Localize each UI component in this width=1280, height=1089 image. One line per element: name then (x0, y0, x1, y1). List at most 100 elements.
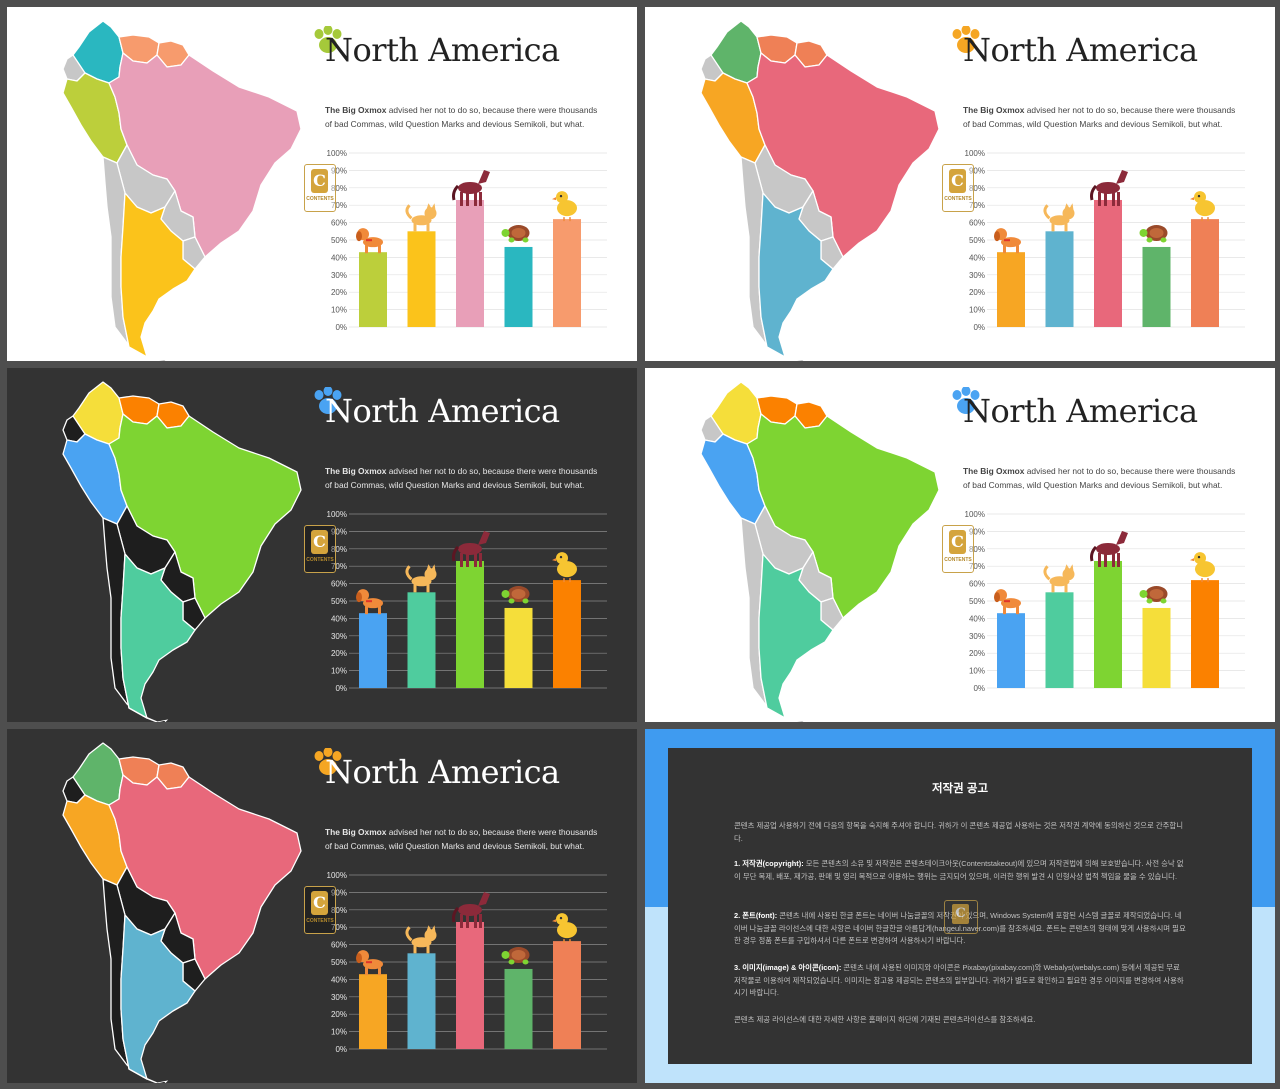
y-tick-label: 60% (331, 941, 347, 950)
cat-icon-part (1064, 564, 1070, 571)
paw-toe (961, 26, 971, 35)
dog-icon-part (1016, 606, 1019, 615)
y-tick-label: 70% (969, 562, 985, 571)
south-america-map (62, 20, 302, 361)
horse-icon-part (474, 552, 477, 567)
bar-horse (456, 199, 484, 327)
dog-icon-part (994, 231, 1000, 242)
turtle-icon-part (508, 959, 515, 965)
y-tick-label: 100% (965, 149, 985, 158)
map-region-argentina (120, 192, 196, 358)
description-text: advised her not to do so, because there … (325, 827, 598, 851)
y-tick-label: 40% (331, 253, 347, 262)
horse-icon-part (466, 191, 469, 206)
horse-icon-part (479, 191, 482, 206)
horse-icon-part (458, 181, 482, 194)
chick-icon-part (559, 555, 563, 559)
chick-icon-part (552, 919, 556, 923)
horse-icon-part (479, 913, 482, 928)
turtle-icon (1139, 585, 1168, 604)
turtle-icon (501, 946, 530, 965)
description-text: advised her not to do so, because there … (325, 105, 598, 129)
map-region-tierra-del-fuego (155, 358, 169, 361)
cat-icon-part (1051, 584, 1055, 593)
bar-horse (456, 560, 484, 688)
chick-icon-part (1201, 578, 1209, 583)
y-tick-label: 80% (331, 184, 347, 193)
y-tick-label: 80% (969, 184, 985, 193)
paw-toe (332, 29, 342, 39)
font-section-text: 콘텐츠 내에 사용된 한글 폰트는 네이버 나눔글꼴의 저작권이 있으며, Wi… (734, 911, 1186, 945)
paw-icon (952, 387, 980, 414)
dog-icon (994, 589, 1021, 615)
copyright-intro: 콘텐츠 제공업 사용하기 전에 다음의 항목을 숙지해 주셔야 합니다. 귀하가… (734, 821, 1184, 843)
bar-dog (997, 252, 1025, 327)
horse-icon-part (1117, 552, 1120, 567)
horse-icon-part (1116, 169, 1128, 184)
horse-icon-part (466, 552, 469, 567)
y-tick-label: 70% (331, 201, 347, 210)
horse-icon-part (474, 191, 477, 206)
y-tick-label: 30% (331, 993, 347, 1002)
dog-icon (994, 228, 1021, 254)
paw-toe (952, 390, 962, 400)
horse-icon-part (460, 913, 463, 928)
cat-icon-part (411, 937, 432, 948)
paw-toe (314, 390, 324, 400)
bar-turtle (504, 246, 533, 327)
horse-icon-part (452, 184, 460, 201)
bar-turtle (1142, 246, 1171, 327)
chick-icon-part (563, 217, 571, 222)
dog-icon-part (356, 592, 362, 603)
logo-letter: C (311, 530, 328, 554)
description-text: advised her not to do so, because there … (963, 466, 1236, 490)
y-tick-label: 100% (327, 871, 347, 880)
turtle-icon-part (1139, 589, 1148, 598)
horse-icon-part (1096, 542, 1120, 555)
chick-icon-part (563, 578, 571, 583)
bar-chick (553, 219, 581, 327)
y-tick-label: 70% (969, 201, 985, 210)
horse-icon-part (1096, 181, 1120, 194)
chick-icon (1190, 552, 1215, 583)
map-region-tierra-del-fuego (155, 719, 169, 722)
slide-title: North America (963, 392, 1198, 430)
chick-icon-part (556, 191, 568, 204)
copyright-section-copyright: 1. 저작권(copyright): 모든 콘텐츠의 소유 및 저작권은 콘텐츠… (734, 858, 1186, 883)
south-america-map (62, 742, 302, 1083)
chick-icon-part (557, 200, 577, 217)
cat-icon-part (1062, 568, 1075, 581)
y-tick-label: 30% (331, 632, 347, 641)
horse-icon-part (479, 552, 482, 567)
south-america-map (62, 381, 302, 722)
dog-icon-part (366, 961, 372, 964)
bar-dog (359, 252, 387, 327)
y-tick-label: 10% (331, 667, 347, 676)
map-region-argentina (758, 192, 834, 358)
chick-icon-part (557, 561, 577, 578)
copyright-outro: 콘텐츠 제공 라이선스에 대한 자세한 사항은 홈페이지 하단에 기재된 콘텐츠… (734, 1015, 1036, 1024)
turtle-icon-part (501, 950, 510, 959)
y-tick-label: 0% (335, 323, 347, 332)
paw-toe (323, 387, 333, 396)
paw-toe (332, 751, 342, 761)
horse-icon (1090, 530, 1128, 567)
slide-5: North America The Big Oxmox advised her n… (7, 729, 637, 1083)
dog-icon-part (378, 245, 381, 254)
map-region-argentina (758, 553, 834, 719)
chick-icon-part (1197, 555, 1201, 559)
y-tick-label: 40% (331, 975, 347, 984)
chick-icon (552, 191, 577, 222)
bar-horse (1094, 560, 1122, 688)
paw-toe (961, 387, 971, 396)
horse-icon-part (478, 891, 490, 906)
chick-icon-part (1190, 197, 1194, 201)
paw-toe (970, 29, 980, 39)
cat-icon-part (413, 223, 417, 232)
horse-icon-part (1117, 191, 1120, 206)
y-tick-label: 0% (973, 684, 985, 693)
horse-icon-part (1098, 552, 1101, 567)
dog-icon-part (378, 606, 381, 615)
paw-toe (323, 748, 333, 757)
cat-icon-part (1064, 584, 1068, 593)
